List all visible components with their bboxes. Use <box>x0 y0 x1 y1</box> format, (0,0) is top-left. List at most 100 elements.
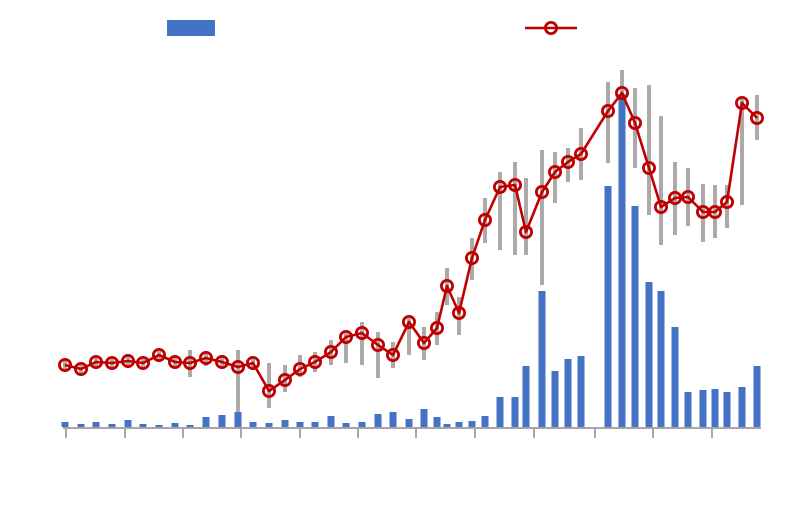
bar <box>481 416 489 427</box>
data-point-marker <box>105 355 120 370</box>
data-point-marker <box>519 224 534 239</box>
data-point-marker <box>548 164 563 179</box>
bar <box>468 421 476 427</box>
bar <box>249 422 257 427</box>
data-point-marker <box>601 104 616 119</box>
bar <box>171 423 179 427</box>
bar <box>671 327 679 427</box>
bar <box>657 291 665 427</box>
legend <box>167 20 577 36</box>
data-point-marker <box>385 347 400 362</box>
data-point-marker <box>429 320 444 335</box>
data-point-marker <box>507 177 522 192</box>
bar <box>311 422 319 427</box>
bar <box>538 291 546 427</box>
bar <box>522 366 530 427</box>
data-point-marker <box>74 361 89 376</box>
bar <box>358 422 366 427</box>
bar <box>433 417 441 427</box>
bar <box>61 422 69 427</box>
data-point-marker <box>401 314 416 329</box>
legend-marker-icon <box>544 20 559 35</box>
data-point-marker <box>439 278 454 293</box>
data-point-marker <box>492 179 507 194</box>
bar <box>420 409 428 427</box>
bar <box>108 424 116 427</box>
bar <box>92 422 100 427</box>
bar <box>234 412 242 427</box>
bar <box>139 424 147 427</box>
bar <box>327 416 335 427</box>
data-point-marker <box>668 190 683 205</box>
bar <box>124 420 132 427</box>
bar <box>405 419 413 427</box>
bar <box>265 423 273 427</box>
data-point-marker <box>167 354 182 369</box>
bar <box>296 422 304 427</box>
bar <box>753 366 761 427</box>
data-point-marker <box>292 361 307 376</box>
bar <box>202 417 210 427</box>
bar <box>374 414 382 427</box>
bar <box>684 392 692 427</box>
bar <box>631 206 639 427</box>
data-point-marker <box>323 344 338 359</box>
bar <box>342 423 350 427</box>
data-point-marker <box>642 160 657 175</box>
data-point-marker <box>681 189 696 204</box>
bar <box>389 412 397 427</box>
bar <box>186 425 194 427</box>
data-point-marker <box>307 354 322 369</box>
data-point-marker <box>708 204 723 219</box>
data-point-marker <box>735 96 750 111</box>
data-point-marker <box>182 355 197 370</box>
data-point-marker <box>89 354 104 369</box>
data-point-marker <box>561 154 576 169</box>
data-point-marker <box>720 194 735 209</box>
data-point-marker <box>535 184 550 199</box>
data-point-marker <box>151 347 166 362</box>
x-axis <box>63 427 761 438</box>
bar <box>281 420 289 427</box>
data-point-marker <box>574 146 589 161</box>
bar <box>496 397 504 427</box>
data-point-marker <box>416 335 431 350</box>
data-point-marker <box>654 199 669 214</box>
bar <box>577 356 585 427</box>
data-point-marker <box>214 354 229 369</box>
bar <box>155 425 163 427</box>
data-point-marker <box>277 372 292 387</box>
data-point-marker <box>245 355 260 370</box>
bar <box>618 94 626 427</box>
bar <box>511 397 519 427</box>
data-point-marker <box>451 305 466 320</box>
data-point-marker <box>58 357 73 372</box>
data-point-marker <box>338 329 353 344</box>
bar <box>604 186 612 427</box>
data-point-marker <box>750 111 765 126</box>
data-point-marker <box>477 212 492 227</box>
data-point-marker <box>628 116 643 131</box>
bars-layer <box>61 94 761 427</box>
bar <box>699 390 707 427</box>
bar <box>77 424 85 427</box>
data-point-marker <box>198 350 213 365</box>
data-point-marker <box>230 359 245 374</box>
data-point-marker <box>464 250 479 265</box>
data-point-marker <box>121 353 136 368</box>
data-point-marker <box>615 86 630 101</box>
bar <box>723 392 731 427</box>
bar <box>711 389 719 427</box>
data-point-marker <box>370 337 385 352</box>
data-point-marker <box>135 355 150 370</box>
bar <box>455 422 463 427</box>
bar <box>645 282 653 427</box>
bar <box>218 415 226 427</box>
bar <box>443 424 451 427</box>
bar <box>564 359 572 427</box>
data-point-marker <box>261 383 276 398</box>
bar <box>551 371 559 427</box>
bar <box>738 387 746 427</box>
